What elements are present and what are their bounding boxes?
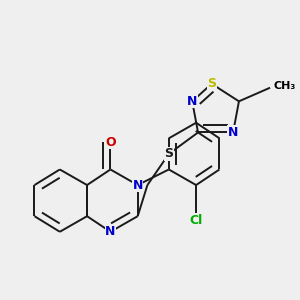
Text: S: S [164,147,173,161]
Text: O: O [105,136,116,149]
Text: Cl: Cl [190,214,203,226]
Text: N: N [105,225,116,238]
Text: CH₃: CH₃ [273,81,296,91]
Text: N: N [228,126,238,139]
Text: N: N [133,178,143,191]
Text: N: N [187,95,197,108]
Text: S: S [207,77,216,90]
